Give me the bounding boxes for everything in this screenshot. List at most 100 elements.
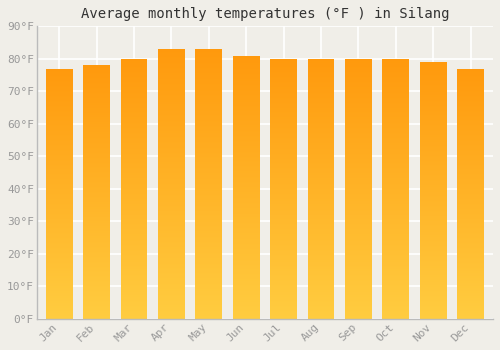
Bar — [83, 182, 110, 183]
Bar — [158, 103, 185, 104]
Bar — [270, 289, 297, 290]
Bar — [270, 78, 297, 79]
Bar — [457, 314, 484, 315]
Bar — [83, 219, 110, 220]
Bar — [270, 292, 297, 293]
Bar — [457, 195, 484, 196]
Bar — [308, 315, 334, 316]
Bar — [420, 75, 446, 76]
Bar — [196, 126, 222, 127]
Bar — [457, 301, 484, 303]
Bar — [345, 66, 372, 68]
Bar — [345, 223, 372, 224]
Bar — [457, 214, 484, 215]
Bar — [120, 306, 148, 307]
Bar — [420, 261, 446, 262]
Bar — [270, 61, 297, 63]
Bar — [308, 166, 334, 167]
Bar — [120, 61, 148, 63]
Bar — [457, 186, 484, 188]
Bar — [345, 225, 372, 226]
Bar — [83, 224, 110, 225]
Bar — [232, 89, 260, 90]
Bar — [420, 120, 446, 121]
Bar — [46, 173, 72, 174]
Bar — [345, 79, 372, 81]
Bar — [158, 61, 185, 63]
Bar — [345, 293, 372, 294]
Bar — [120, 313, 148, 314]
Bar — [158, 317, 185, 319]
Bar — [232, 57, 260, 58]
Bar — [308, 311, 334, 313]
Bar — [345, 237, 372, 238]
Bar — [270, 189, 297, 190]
Bar — [382, 276, 409, 277]
Bar — [232, 201, 260, 202]
Bar — [120, 201, 148, 202]
Bar — [457, 296, 484, 298]
Bar — [232, 118, 260, 119]
Bar — [345, 171, 372, 172]
Bar — [382, 134, 409, 135]
Bar — [382, 207, 409, 208]
Bar — [270, 313, 297, 314]
Bar — [46, 186, 72, 188]
Bar — [457, 155, 484, 156]
Bar — [83, 274, 110, 276]
Bar — [382, 226, 409, 228]
Bar — [120, 247, 148, 248]
Bar — [196, 299, 222, 300]
Bar — [345, 273, 372, 275]
Bar — [46, 136, 72, 138]
Bar — [120, 203, 148, 204]
Bar — [120, 273, 148, 275]
Bar — [196, 91, 222, 92]
Bar — [270, 251, 297, 253]
Bar — [83, 228, 110, 229]
Bar — [345, 224, 372, 225]
Bar — [232, 123, 260, 124]
Bar — [158, 80, 185, 82]
Bar — [83, 314, 110, 315]
Bar — [158, 278, 185, 280]
Bar — [345, 316, 372, 317]
Bar — [270, 173, 297, 175]
Bar — [46, 150, 72, 151]
Bar — [270, 204, 297, 206]
Bar — [270, 284, 297, 285]
Bar — [120, 211, 148, 212]
Bar — [308, 219, 334, 220]
Bar — [308, 264, 334, 266]
Bar — [382, 237, 409, 238]
Bar — [420, 250, 446, 251]
Bar — [120, 94, 148, 95]
Bar — [457, 139, 484, 140]
Bar — [232, 244, 260, 245]
Bar — [345, 91, 372, 93]
Bar — [270, 275, 297, 276]
Bar — [420, 190, 446, 192]
Bar — [232, 223, 260, 224]
Bar — [120, 182, 148, 184]
Bar — [120, 245, 148, 246]
Bar — [196, 120, 222, 122]
Bar — [457, 170, 484, 171]
Bar — [120, 138, 148, 139]
Bar — [83, 83, 110, 84]
Bar — [270, 202, 297, 203]
Bar — [46, 151, 72, 152]
Bar — [158, 235, 185, 237]
Bar — [232, 108, 260, 110]
Bar — [46, 205, 72, 206]
Bar — [83, 214, 110, 215]
Bar — [196, 262, 222, 264]
Bar — [420, 303, 446, 305]
Bar — [46, 104, 72, 105]
Bar — [232, 254, 260, 256]
Bar — [46, 171, 72, 173]
Bar — [46, 105, 72, 106]
Bar — [196, 317, 222, 319]
Bar — [158, 111, 185, 112]
Bar — [345, 272, 372, 273]
